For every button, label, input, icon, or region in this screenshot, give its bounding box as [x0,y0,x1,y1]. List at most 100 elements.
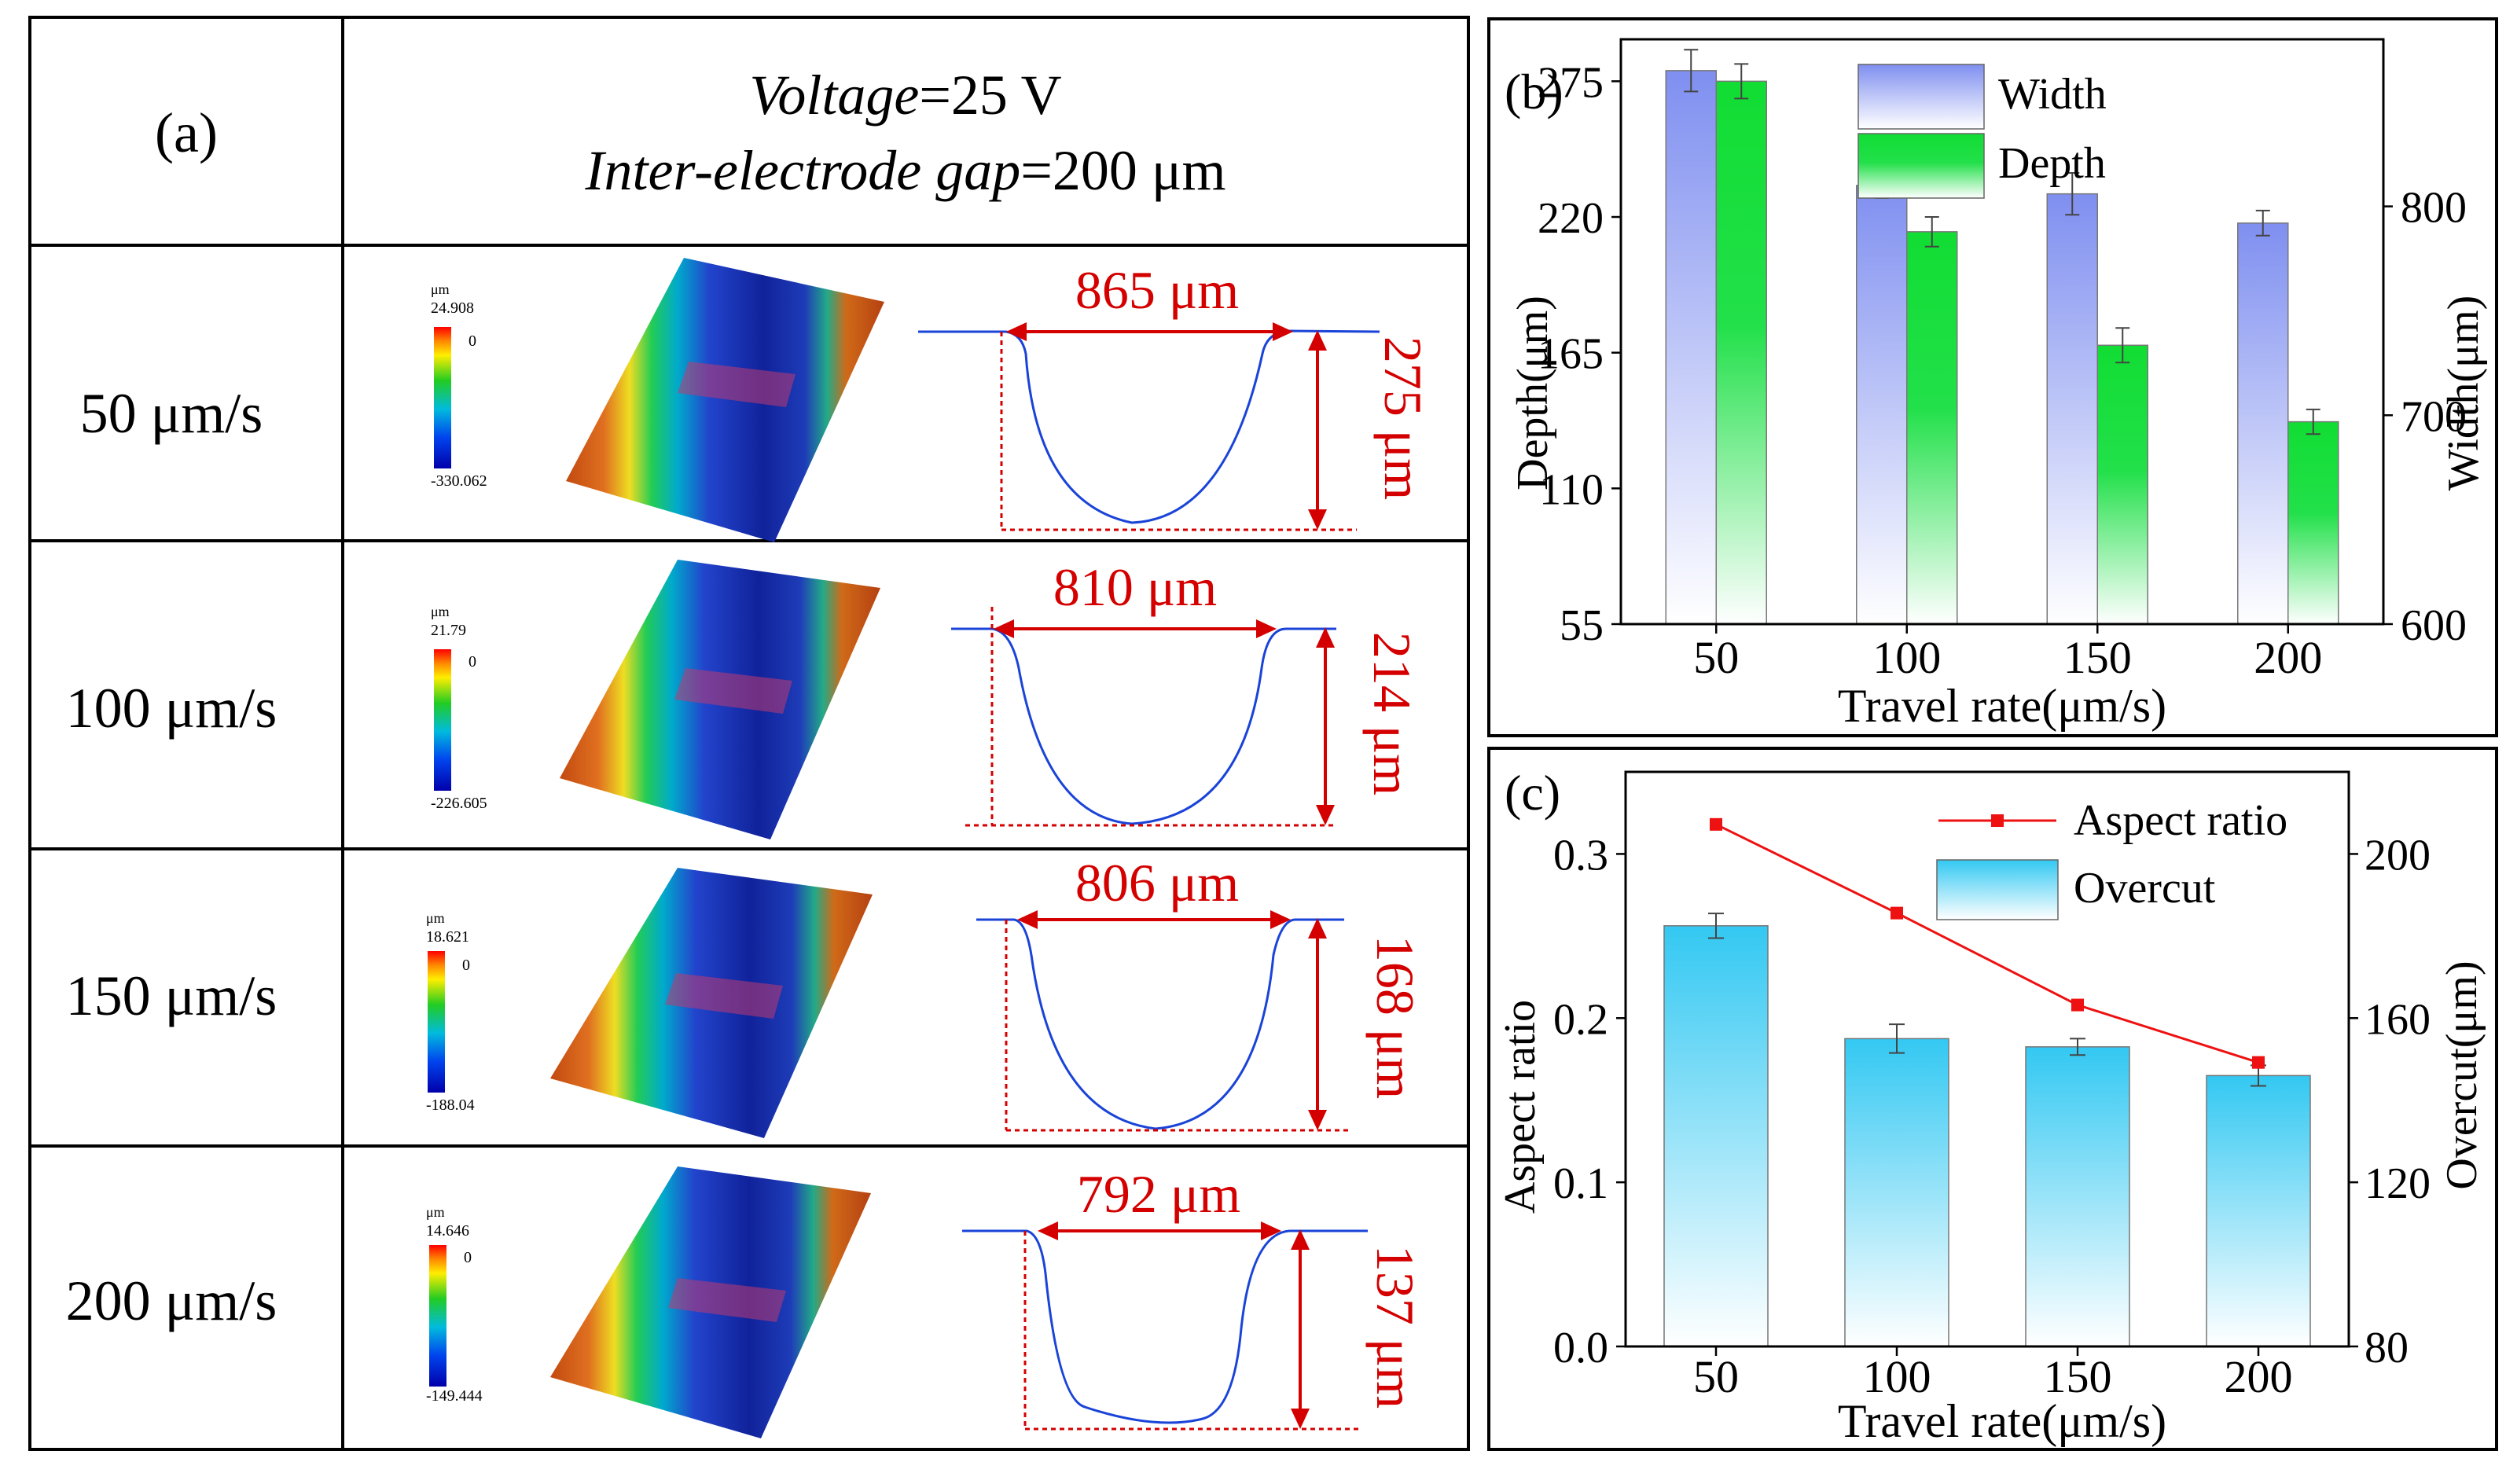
aspect-ratio-point [2252,1056,2265,1069]
gap-header: Inter-electrode gap=200 μm [343,138,1468,204]
right-axis-tick-label: 900 [2401,16,2467,24]
profile-curve [918,329,1380,524]
depth-error-bar [2306,408,2320,435]
row-2-topography: μm 21.79 0 -226.605 810 μm 214 μm [431,557,1422,839]
width-label: 865 μm [1075,260,1239,320]
left-axis-tick-label: 55 [1560,601,1604,650]
left-axis-tick-label: 0.2 [1553,995,1608,1044]
depth-label: 137 μm [1365,1245,1425,1409]
aspect-ratio-point [1891,906,1903,920]
panel-c-legend: Aspect ratio Overcut [1936,796,2287,920]
depth-error-bar [1734,63,1749,100]
section-plane [674,668,792,714]
row-4-topography: μm 14.646 0 -149.444 792 μm 137 μm [426,1164,1425,1438]
legend-label-aspect-ratio: Aspect ratio [2074,796,2287,845]
row-3-topography: μm 18.621 0 -188.04 806 μm 168 μm [426,853,1425,1138]
speed-label-150: 150 μm/s [65,964,277,1027]
legend-swatch-overcut [1936,859,2059,920]
legend-swatch-width [1857,64,1985,130]
voltage-value: =25 V [919,64,1062,127]
color-scale-bar [434,327,451,468]
depth-bar [1906,231,1958,625]
x-tick-label: 50 [1693,632,1739,683]
depth-label: 214 μm [1362,632,1422,795]
aspect-ratio-point [2071,998,2084,1012]
width-label: 810 μm [1053,557,1217,617]
x-tick-label: 100 [1863,1351,1931,1402]
overcut-bar [2206,1074,2311,1347]
x-tick-label: 50 [1693,1351,1739,1402]
scale-min: -149.444 [426,1387,483,1405]
voltage-header: Voltage=25 V [343,63,1468,128]
scale-max: 14.646 [426,1222,469,1240]
groove-3d-surface [566,258,884,542]
section-plane [668,1278,786,1322]
scale-zero: 0 [468,653,476,670]
scale-unit: μm [431,281,450,297]
aspect-ratio-line [1715,823,2259,1064]
color-scale-bar [434,649,451,791]
voltage-name: Voltage [749,64,920,127]
overcut-error-bar [1708,913,1724,939]
right-axis-tick-label: 120 [2365,1159,2431,1208]
x-tick-label: 200 [2254,632,2322,683]
scale-min: -330.062 [431,472,487,490]
width-bar [2046,193,2098,625]
left-axis-tick-label: 0.0 [1553,1324,1608,1372]
scale-unit: μm [431,604,450,619]
profile-curve [951,627,1336,825]
panel-c-left-axis-title: Aspect ratio [1496,1000,1545,1214]
table-grid [28,16,1470,1451]
width-error-bar [2065,172,2080,216]
topography-rows: μm 24.908 0 -330.062 865 μm 275 μm μm 21… [426,258,1433,1438]
overcut-bar [1663,925,1769,1347]
scale-max: 21.79 [431,622,466,639]
scale-max: 18.621 [426,928,469,946]
profile-curve [976,918,1344,1130]
right-axis-tick-label: 600 [2401,601,2467,650]
width-label: 792 μm [1077,1164,1240,1224]
scale-min: -226.605 [431,795,487,812]
panel-b-x-axis-title: Travel rate(μm/s) [1838,680,2166,732]
panel-b-label: (b) [1505,64,1563,119]
x-tick-label: 200 [2225,1351,2293,1402]
legend-label-overcut: Overcut [2074,864,2216,913]
overcut-error-bar [1889,1023,1905,1054]
scale-zero: 0 [464,1249,472,1266]
overcut-bar [2025,1046,2130,1347]
x-tick-label: 100 [1872,632,1941,683]
legend-swatch-depth [1857,133,1985,199]
depth-error-bar [2115,327,2130,364]
panel-c-x-axis-title: Travel rate(μm/s) [1838,1395,2166,1447]
section-plane [678,362,796,407]
depth-bar [2287,421,2339,625]
right-axis-tick-label: 80 [2365,1324,2409,1372]
panel-b-right-axis-title: Width(μm) [2439,296,2488,491]
plot-frame [1619,38,2385,626]
panel-b-left-axis-title: Depth(μm) [1508,296,1557,490]
speed-label-50: 50 μm/s [79,382,263,445]
panel-b-frame [1487,17,2498,737]
plot-frame [1624,770,2350,1348]
color-scale-bar [429,1245,446,1387]
width-label: 806 μm [1075,853,1239,913]
aspect-ratio-point [1710,817,1722,831]
width-bar [1856,185,1908,625]
panel-c-frame [1487,747,2498,1451]
depth-error-bar [1924,216,1939,248]
panel-a-label: (a) [155,101,218,164]
panel-c-right-axis-title: Overcut(μm) [2438,961,2486,1189]
right-axis-tick-label: 160 [2365,995,2431,1044]
depth-label: 168 μm [1365,935,1425,1099]
x-tick-label: 150 [2044,1351,2112,1402]
color-scale-bar [428,951,445,1093]
width-error-bar [1684,49,1699,93]
left-axis-tick-label: 165 [1538,330,1604,379]
depth-label: 275 μm [1373,336,1433,500]
depth-bar [2096,344,2148,625]
overcut-bar [1844,1038,1949,1347]
row-1-topography: μm 24.908 0 -330.062 865 μm 275 μm [431,258,1433,542]
panel-b-chart: 50 100 150 200 55 110 165 220 275 600 700 800 900 Wid… [1487,16,2498,737]
legend-marker-aspect-ratio [1991,814,2004,827]
left-axis-tick-label: 275 [1538,58,1604,107]
